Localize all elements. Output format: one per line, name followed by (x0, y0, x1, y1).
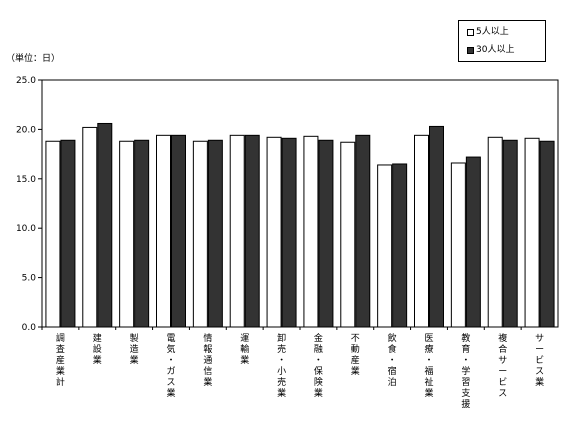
bar-5plus (303, 135, 319, 328)
y-tick-label: 5.0 (22, 274, 37, 284)
x-category-label: 電気・ガス業 (166, 333, 175, 399)
y-tick-label: 10.0 (16, 224, 36, 234)
x-category-label: 建設業 (93, 332, 102, 366)
bar-5plus (524, 137, 540, 328)
legend-swatch-5plus (467, 28, 474, 36)
y-tick-label: 20.0 (16, 125, 36, 135)
bar-5plus (266, 136, 282, 328)
bar-5plus (414, 134, 429, 328)
x-category-label: 医療・福祉業 (424, 333, 433, 399)
bar-5plus (340, 141, 356, 328)
bar-30plus (502, 139, 518, 328)
x-category-label: 教育・学習支援 (461, 332, 470, 410)
bar-5plus (119, 140, 135, 328)
bar-30plus (465, 156, 481, 328)
bar-30plus (97, 122, 113, 328)
bar-30plus (318, 139, 334, 328)
bar-5plus (192, 140, 208, 328)
bar-5plus (229, 134, 245, 328)
bar-30plus (244, 134, 260, 328)
bar-30plus (429, 125, 444, 328)
bar-5plus (487, 136, 503, 328)
y-tick-label: 0.0 (22, 323, 37, 333)
x-category-label: 飲食・宿泊 (388, 332, 397, 388)
x-category-label: 複合サービス (498, 332, 507, 399)
x-category-label: 製造業 (130, 332, 139, 366)
bar-5plus (82, 126, 98, 328)
x-category-label: 情報通信業 (203, 332, 212, 388)
x-category-label: 卸売・小売業 (277, 332, 286, 399)
x-category-label: サービス業 (535, 333, 544, 388)
bar-5plus (377, 164, 393, 328)
x-category-label: 運輸業 (240, 333, 249, 366)
bar-5plus (45, 140, 61, 328)
y-tick-label: 15.0 (16, 175, 36, 185)
legend: 5人以上 30人以上 (458, 20, 546, 62)
y-tick-label: 25.0 (16, 76, 36, 86)
legend-label-30plus: 30人以上 (476, 45, 515, 55)
x-category-label: 金融・保険業 (314, 332, 323, 399)
x-category-label: 不動産業 (351, 333, 360, 377)
bar-30plus (281, 137, 297, 328)
bar-5plus (156, 134, 171, 328)
bar-30plus (355, 134, 371, 328)
bar-5plus (450, 162, 466, 328)
bar-30plus (207, 139, 223, 328)
bar-30plus (539, 140, 555, 328)
bar-30plus (392, 163, 408, 328)
legend-label-5plus: 5人以上 (476, 27, 509, 37)
unit-label: （単位：日） (6, 54, 61, 64)
legend-item-5plus: 5人以上 (467, 27, 509, 37)
x-category-label: 調査産業計 (56, 332, 65, 388)
bar-30plus (171, 134, 186, 328)
bar-30plus (134, 139, 150, 328)
legend-swatch-30plus (467, 46, 474, 54)
legend-item-30plus: 30人以上 (467, 45, 514, 55)
bar-30plus (60, 139, 76, 328)
